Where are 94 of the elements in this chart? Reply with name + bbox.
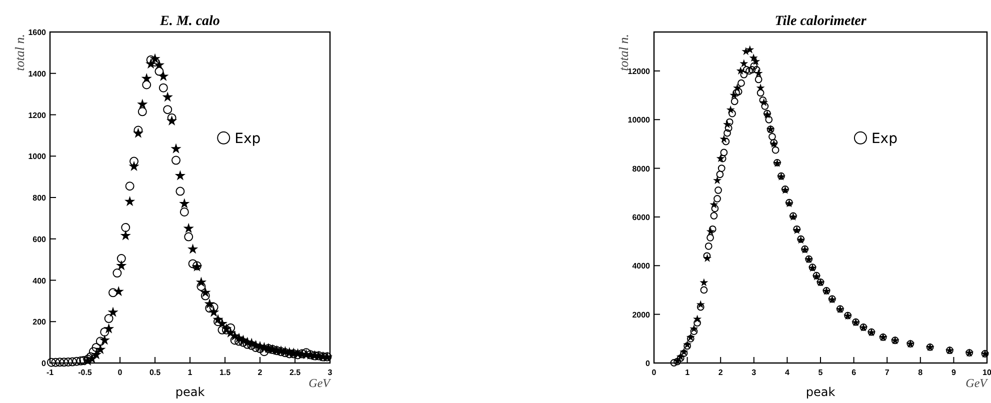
point <box>99 334 110 345</box>
point <box>183 222 194 234</box>
x-axis-title: peak <box>175 385 205 399</box>
x-tick-label: 1 <box>685 368 690 377</box>
point <box>187 244 198 254</box>
point <box>204 298 215 309</box>
point <box>732 84 742 92</box>
y-tick-label: 4000 <box>632 262 651 271</box>
y-axis-title: total n. <box>12 34 27 71</box>
y-tick-label: 2000 <box>632 310 651 320</box>
x-tick-label: -0.5 <box>78 368 92 377</box>
point <box>132 128 144 138</box>
y-tick-label: 200 <box>32 318 47 327</box>
point <box>756 84 765 92</box>
point <box>720 134 728 143</box>
point <box>179 198 190 208</box>
point <box>108 306 118 317</box>
point <box>713 176 722 184</box>
point <box>208 306 220 317</box>
x-tick-label: 2.5 <box>289 368 302 377</box>
point <box>706 227 715 236</box>
y-tick-label: 1400 <box>28 69 47 78</box>
point <box>216 318 228 328</box>
chart-title: Tile calorimeter <box>774 14 867 29</box>
y-tick-label: 1200 <box>28 110 47 120</box>
point <box>170 143 182 154</box>
x-tick-label: 10 <box>982 368 991 377</box>
x-tick-label: 9 <box>951 368 956 377</box>
y-tick-label: 0 <box>646 359 651 368</box>
point <box>710 200 718 208</box>
point <box>103 323 114 334</box>
y-tick-label: 10000 <box>628 116 651 125</box>
x-tick-label: 0 <box>118 368 123 377</box>
point <box>696 300 705 308</box>
text: GeV <box>966 376 989 390</box>
point <box>113 286 124 296</box>
point <box>760 98 768 106</box>
point <box>736 66 745 75</box>
x-tick-label: 1.5 <box>219 368 232 377</box>
text: GeV <box>308 376 332 390</box>
point <box>150 53 160 64</box>
point <box>90 349 102 360</box>
point <box>166 115 178 126</box>
point <box>754 68 763 77</box>
point <box>693 314 702 323</box>
point <box>200 287 211 298</box>
point <box>120 230 131 240</box>
point <box>162 92 173 102</box>
point <box>154 60 165 70</box>
y-tick-label: 600 <box>32 234 47 244</box>
y-tick-label: 0 <box>42 359 47 368</box>
point <box>716 154 725 162</box>
y-tick-label: 800 <box>32 194 47 202</box>
point <box>700 278 708 286</box>
y-tick-label: 12000 <box>628 66 651 76</box>
point <box>174 170 186 180</box>
x-tick-label: 1 <box>188 368 193 377</box>
y-tick-label: 1000 <box>28 152 47 162</box>
point <box>141 72 152 84</box>
point <box>95 344 106 354</box>
y-tick-label: 400 <box>32 276 47 286</box>
legend-label: Exp <box>871 130 898 147</box>
y-tick-label: 1600 <box>28 28 47 37</box>
x-tick-label: 8 <box>918 368 924 377</box>
point <box>752 56 760 66</box>
x-tick-label: 0 <box>652 368 657 377</box>
x-tick-label: 7 <box>884 368 890 377</box>
x-tick-label: 4 <box>784 368 790 377</box>
x-tick-label: 3 <box>328 368 333 377</box>
x-axis-title: peak <box>806 385 836 399</box>
point <box>137 98 148 109</box>
point <box>746 45 754 54</box>
y-tick-label: 6000 <box>632 212 651 222</box>
point <box>726 105 735 114</box>
x-tick-label: -1 <box>46 368 54 377</box>
chart-title: E. M. calo <box>159 14 220 29</box>
point <box>145 58 156 69</box>
point <box>740 59 748 68</box>
point <box>690 324 698 333</box>
x-tick-label: 5 <box>818 368 824 377</box>
x-tick-label: 2 <box>258 368 263 377</box>
legend-label: Exp <box>234 130 261 147</box>
point <box>128 160 140 171</box>
point <box>124 196 136 206</box>
y-tick-label: 8000 <box>632 164 651 174</box>
point <box>158 70 169 82</box>
point <box>116 260 127 270</box>
point <box>730 90 738 99</box>
point <box>196 276 207 287</box>
x-tick-label: 2 <box>718 368 724 377</box>
x-tick-label: 6 <box>852 368 857 377</box>
x-tick-label: 3 <box>752 368 757 377</box>
x-tick-label: 0.5 <box>149 368 162 377</box>
point <box>723 120 732 128</box>
